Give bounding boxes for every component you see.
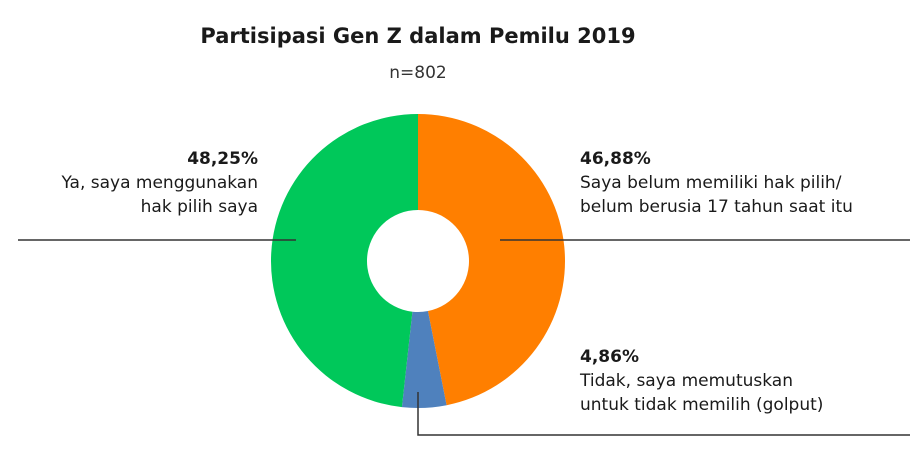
label-belum: 46,88% Saya belum memiliki hak pilih/ be…	[580, 147, 853, 219]
donut-slice-1	[401, 311, 447, 408]
value-label-golput: 4,86%	[580, 347, 639, 367]
label-ya-line1: Ya, saya menggunakan	[61, 173, 258, 193]
donut-slice-0	[418, 114, 565, 406]
label-ya: 48,25% Ya, saya menggunakan hak pilih sa…	[61, 147, 258, 219]
leader-line-golput	[417, 392, 910, 436]
value-label-ya: 48,25%	[187, 149, 258, 169]
label-golput-line1: Tidak, saya memutuskan	[580, 371, 793, 391]
label-belum-line2: belum berusia 17 tahun saat itu	[580, 197, 853, 217]
value-label-belum: 46,88%	[580, 149, 651, 169]
donut-slice-2	[271, 114, 418, 408]
label-belum-line1: Saya belum memiliki hak pilih/	[580, 173, 842, 193]
label-golput-line2: untuk tidak memilih (golput)	[580, 395, 824, 415]
label-golput: 4,86% Tidak, saya memutuskan untuk tidak…	[580, 345, 823, 417]
chart-subtitle: n=802	[389, 63, 447, 83]
label-ya-line2: hak pilih saya	[140, 197, 258, 217]
chart-title: Partisipasi Gen Z dalam Pemilu 2019	[200, 24, 636, 48]
